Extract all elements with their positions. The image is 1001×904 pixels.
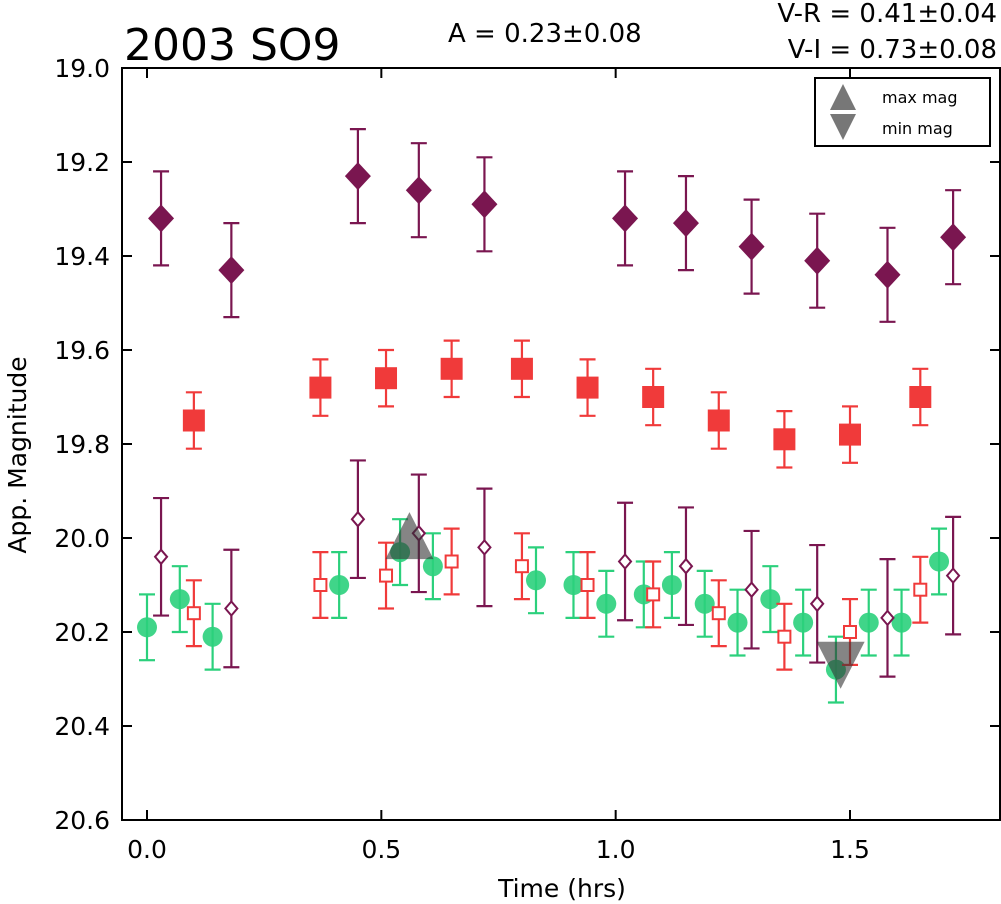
legend-max-mag-triangle-up-icon (830, 84, 856, 110)
y-tick-label: 19.6 (54, 336, 110, 365)
y-tick-label: 19.2 (54, 148, 110, 177)
filled-diamond-point (940, 223, 967, 252)
amplitude-label: A = 0.23±0.08 (448, 19, 642, 49)
axis-ticks-layer: 0.0 0.5 1.0 1.5 19.0 19.2 19.4 19.6 19.8 20.0 20.2… (54, 54, 1000, 864)
x-axis-label: Time (hrs) (497, 874, 626, 903)
filled-diamond-point (874, 260, 901, 289)
open-square-point (379, 568, 394, 583)
filled-circle-point (760, 589, 781, 610)
open-diamond-point (678, 557, 694, 575)
filled-diamond-point (344, 162, 371, 191)
extrema-markers-layer (385, 512, 865, 689)
filled-diamond-point (612, 204, 639, 233)
open-square-point (313, 578, 328, 592)
filled-circle-point (858, 612, 879, 633)
filled-square-point (309, 376, 332, 399)
y-tick-label: 19.0 (54, 54, 110, 83)
y-tick-label: 20.6 (54, 806, 110, 835)
open-diamond-point (809, 595, 825, 613)
open-diamond-point (153, 548, 169, 566)
y-tick-label: 19.4 (54, 242, 110, 271)
filled-circle-point (169, 589, 190, 610)
filled-square-point (440, 357, 463, 380)
filled-square-point (642, 386, 665, 408)
max-mag-triangle-up-marker (385, 512, 434, 560)
filled-circle-point (694, 593, 715, 614)
filled-diamond-point (148, 204, 175, 233)
y-axis-label: App. Magnitude (3, 356, 32, 553)
filled-square-point (773, 428, 796, 451)
filled-diamond-point (218, 256, 245, 285)
x-tick-label: 0.5 (361, 835, 401, 864)
y-tick-label: 20.2 (54, 618, 110, 647)
filled-circle-point (929, 551, 950, 572)
open-square-point (186, 606, 201, 621)
y-tick-label: 20.4 (54, 712, 110, 741)
filled-diamond-point (471, 190, 498, 219)
series-0-diamond-filled (148, 128, 967, 323)
filled-circle-point (563, 575, 584, 595)
x-tick-label: 0.0 (127, 835, 167, 864)
filled-diamond-point (405, 176, 432, 205)
filled-circle-point (661, 575, 682, 595)
legend-label-max-mag: max mag (882, 88, 958, 107)
open-square-point (514, 559, 529, 574)
legend: max mag min mag (814, 77, 991, 147)
x-tick-label: 1.5 (830, 835, 870, 864)
open-diamond-point (880, 609, 895, 627)
open-diamond-point (477, 538, 492, 556)
filled-circle-point (793, 612, 814, 633)
open-diamond-point (350, 510, 366, 528)
chart-title: 2003 SO9 (124, 20, 341, 71)
filled-diamond-point (672, 209, 699, 238)
series-4-diamond-open (153, 459, 962, 678)
filled-square-point (839, 423, 861, 446)
filled-circle-point (596, 593, 617, 614)
filled-square-point (909, 386, 932, 408)
open-square-point (646, 587, 661, 602)
filled-circle-point (727, 612, 748, 633)
open-diamond-point (945, 567, 961, 585)
open-square-point (777, 629, 792, 644)
open-square-point (444, 554, 459, 569)
filled-square-point (576, 376, 599, 399)
legend-min-mag-triangle-down-icon (830, 114, 856, 140)
filled-circle-point (525, 570, 546, 591)
filled-circle-point (137, 617, 157, 638)
filled-square-point (182, 409, 205, 432)
filled-circle-point (202, 626, 223, 647)
filled-circle-point (422, 556, 443, 577)
open-square-point (843, 625, 857, 639)
open-diamond-point (224, 599, 239, 618)
open-square-point (711, 606, 726, 621)
open-diamond-point (744, 581, 759, 599)
y-tick-label: 20.0 (54, 524, 110, 553)
filled-diamond-point (738, 232, 765, 261)
data-points-layer (137, 128, 967, 704)
min-mag-triangle-down-marker (816, 641, 865, 689)
open-diamond-point (617, 552, 633, 571)
x-tick-label: 1.0 (596, 835, 636, 864)
filled-square-point (510, 357, 533, 380)
filled-circle-point (891, 612, 912, 633)
filled-square-point (707, 409, 730, 432)
v-i-color-label: V-I = 0.73±0.08 (788, 35, 997, 65)
y-tick-label: 19.8 (54, 430, 110, 459)
filled-square-point (375, 367, 398, 390)
series-1-square-filled (182, 339, 932, 469)
series-2-circle-filled (137, 518, 950, 704)
open-square-point (913, 582, 928, 597)
filled-circle-point (329, 575, 350, 595)
v-r-color-label: V-R = 0.41±0.04 (777, 0, 997, 29)
open-square-point (580, 578, 595, 592)
series-3-square-open (185, 527, 929, 671)
legend-label-min-mag: min mag (882, 119, 953, 138)
plot-frame (121, 67, 1001, 821)
filled-diamond-point (804, 246, 831, 275)
